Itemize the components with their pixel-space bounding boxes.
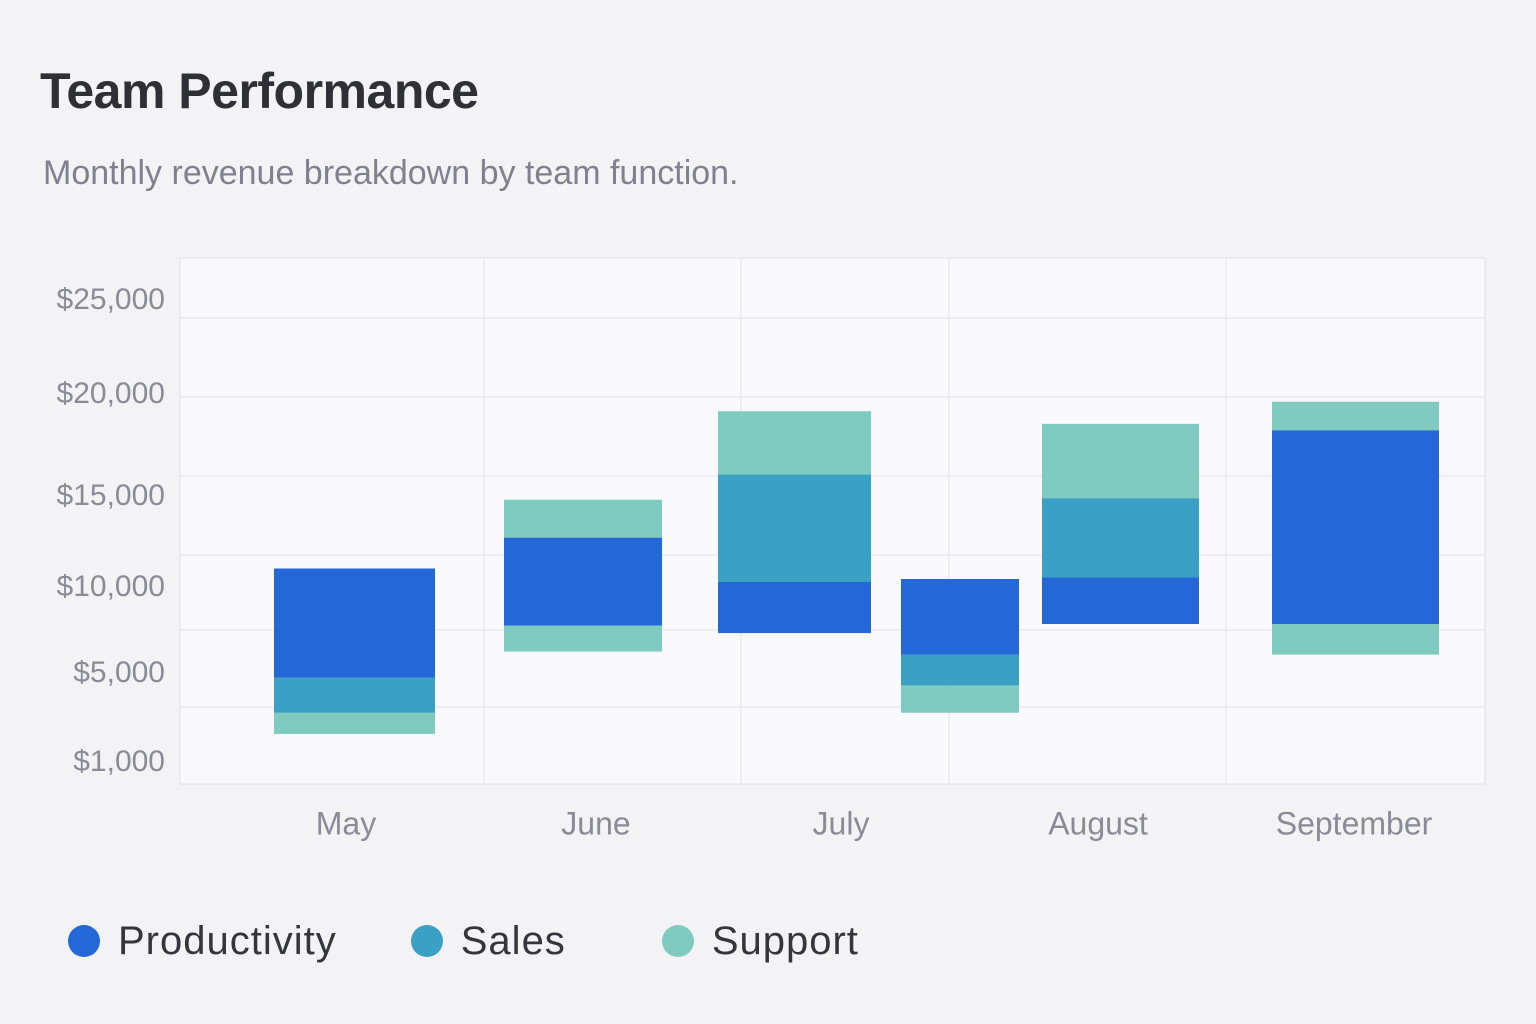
legend-swatch-support <box>661 925 694 957</box>
legend-item-productivity: Productivity <box>68 919 337 964</box>
y-tick-label: $20,000 <box>57 377 165 410</box>
bar-segment-productivity <box>901 579 1019 655</box>
x-tick-label: July <box>813 805 870 841</box>
x-tick-label: September <box>1276 805 1433 841</box>
y-tick-label: $10,000 <box>57 570 165 603</box>
y-tick-label: $25,000 <box>57 283 165 316</box>
bar-segment-sales <box>718 474 871 582</box>
x-tick-label: May <box>316 805 376 841</box>
bar-segment-sales <box>274 677 435 713</box>
bar-segment-sales <box>901 654 1019 686</box>
bar-segment-support <box>274 712 435 734</box>
bar-segment-support <box>718 411 871 475</box>
bar-segment-support <box>1272 401 1439 431</box>
y-tick-label: $5,000 <box>73 656 165 689</box>
x-tick-label: June <box>561 805 630 841</box>
bar-segment-support <box>901 685 1019 713</box>
chart-title: Team Performance <box>40 63 479 119</box>
chart-subtitle: Monthly revenue breakdown by team functi… <box>43 154 739 192</box>
bar-segment-productivity <box>718 582 871 634</box>
legend-label-sales: Sales <box>460 918 566 963</box>
x-tick-label: August <box>1048 805 1148 841</box>
bar-segment-support <box>1042 423 1199 499</box>
legend-item-sales: Sales <box>410 918 566 964</box>
bar-segment-support <box>504 499 662 538</box>
bar-segment-support <box>1272 624 1439 655</box>
bar-segment-productivity <box>504 537 662 626</box>
legend-swatch-sales <box>410 925 443 957</box>
bar-segment-support <box>504 625 662 652</box>
bar-segment-sales <box>1042 498 1199 578</box>
legend-swatch-productivity <box>68 925 100 957</box>
bar-segment-productivity <box>274 568 435 678</box>
legend: Productivity Sales Support <box>68 916 859 966</box>
y-tick-label: $1,000 <box>73 745 165 778</box>
y-tick-label: $15,000 <box>57 479 165 512</box>
legend-label-support: Support <box>711 918 859 963</box>
legend-label-productivity: Productivity <box>118 918 337 963</box>
bar-segment-productivity <box>1272 430 1439 624</box>
bar-segment-productivity <box>1042 577 1199 624</box>
legend-item-support: Support <box>661 918 859 964</box>
